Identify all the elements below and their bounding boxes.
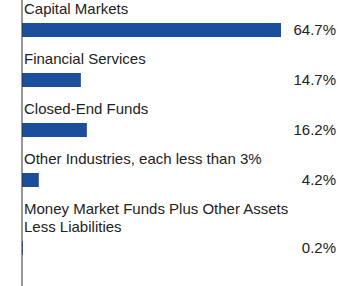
category-label: Capital Markets xyxy=(24,0,128,17)
bars xyxy=(22,23,281,255)
data-label: 14.7% xyxy=(293,71,336,88)
bar xyxy=(22,123,87,137)
bar xyxy=(22,23,281,37)
category-label: Money Market Funds Plus Other AssetsLess… xyxy=(24,200,288,235)
data-label: 4.2% xyxy=(302,171,336,188)
data-label: 0.2% xyxy=(302,239,336,256)
category-label: Financial Services xyxy=(24,50,146,67)
data-label: 16.2% xyxy=(293,121,336,138)
data-label: 64.7% xyxy=(293,21,336,38)
category-label: Other Industries, each less than 3% xyxy=(24,150,262,167)
baseline xyxy=(22,0,23,286)
chart: Capital Markets Financial Services Closed-… xyxy=(0,0,360,286)
bar xyxy=(22,73,81,87)
category-label: Closed-End Funds xyxy=(24,100,148,117)
bar xyxy=(22,173,39,187)
value-labels: 64.7% 14.7% 16.2% 4.2% 0.2% xyxy=(293,21,336,256)
